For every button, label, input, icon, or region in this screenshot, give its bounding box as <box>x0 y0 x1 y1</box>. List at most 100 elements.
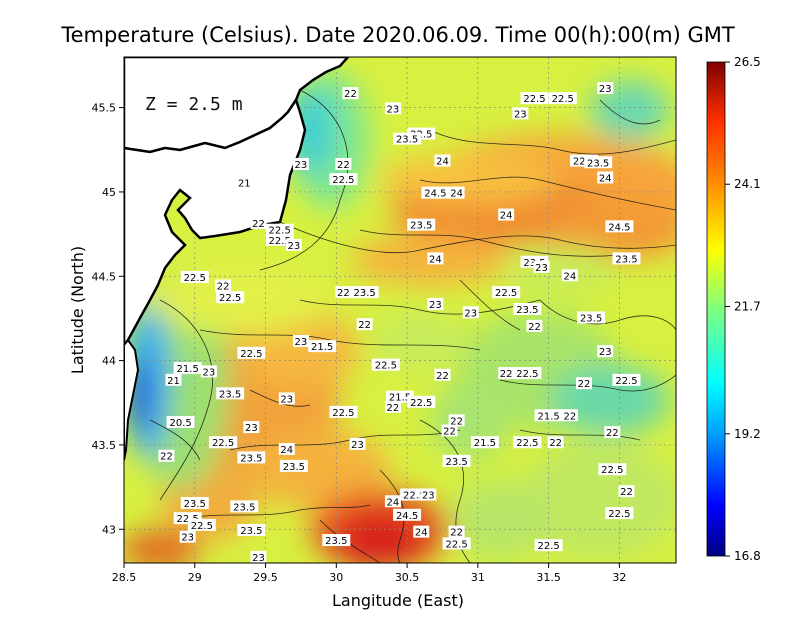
contour-label-box <box>526 319 543 332</box>
contour-label-text: 24.5 <box>424 189 446 200</box>
contour-label: 23 <box>533 260 550 274</box>
contour-label-box <box>180 496 209 509</box>
contour-label: 23.5 <box>237 523 266 537</box>
contour-label-box <box>442 537 471 550</box>
contour-label-box <box>605 220 634 233</box>
contour-label-text: 21.5 <box>537 411 559 422</box>
contour-label-text: 24.5 <box>396 511 418 522</box>
contour-label-box <box>547 436 564 449</box>
contour-label: 24 <box>427 252 444 265</box>
contour-label-text: 22 <box>450 528 463 539</box>
contour-label-text: 21 <box>167 376 180 387</box>
contour-label-text: 23.5 <box>325 536 347 547</box>
contour-label: 22.5 <box>180 270 209 284</box>
contour-label-box <box>292 157 309 170</box>
contour-label-box <box>209 436 238 449</box>
contour-label-text: 23.5 <box>410 221 432 232</box>
contour-label-text: 22.5 <box>523 94 545 105</box>
plot-frame <box>123 56 677 564</box>
contour-label-box <box>520 92 549 105</box>
contour-label-text: 21.5 <box>474 438 496 449</box>
contour-label-text: 22.5 <box>332 408 354 419</box>
contour-label-text: 23.5 <box>184 499 206 510</box>
contour-label-box <box>342 87 359 100</box>
contour-label-box <box>605 507 634 520</box>
contour-label: 22.5 <box>605 507 634 520</box>
contour-label-box <box>470 436 499 449</box>
y-tick-label: 43.5 <box>92 439 117 452</box>
contour-label-box <box>584 156 613 169</box>
contour-label: 22 <box>576 377 592 390</box>
contour-label-text: 24 <box>563 271 576 282</box>
land-coast <box>124 97 307 348</box>
contour-label-box <box>604 426 621 439</box>
x-tick-label: 31 <box>471 571 485 584</box>
contour-label-box <box>413 525 430 538</box>
y-axis-label: Latitude (North) <box>68 246 87 374</box>
contour-label-text: 22.5 <box>573 157 595 168</box>
contour-label: 22.5 <box>513 436 542 449</box>
contour-label-text: 24.5 <box>608 222 630 233</box>
contour-label-box <box>533 260 550 273</box>
contour-label-text: 23 <box>464 308 477 319</box>
contour-label: 23.5 <box>612 252 641 265</box>
contour-label-text: 22 <box>450 416 463 427</box>
contour-label: 23 <box>243 421 260 434</box>
contour-label-box <box>237 346 266 359</box>
contour-label-text: 22 <box>528 322 541 333</box>
contour-label-box <box>335 286 352 299</box>
contour-label-text: 22.5 <box>177 514 199 525</box>
contour-label-box <box>393 132 422 145</box>
contour-label-text: 21 <box>238 179 251 190</box>
contour-label-box <box>576 377 592 390</box>
contour-label-box <box>166 416 195 429</box>
contour-label-box <box>349 437 366 450</box>
contour-label-text: 23.5 <box>283 462 305 473</box>
contour-label-box <box>350 286 379 299</box>
contour-label: 23.5 <box>350 286 379 299</box>
contour-label-box <box>322 534 351 547</box>
contour-label-text: 22.5 <box>269 226 291 237</box>
contour-label-box <box>335 157 352 170</box>
contour-label-text: 20.5 <box>169 418 191 429</box>
contour-label-text: 22.5 <box>410 130 432 141</box>
contour-label-box <box>329 173 358 186</box>
contour-label: 24 <box>498 208 515 222</box>
contour-label-box <box>308 340 337 353</box>
contour-label-text: 22 <box>563 411 576 422</box>
contour-label: 23.5 <box>584 156 613 169</box>
contour-label: 23 <box>250 550 267 563</box>
contour-label: 21.5 <box>534 409 563 422</box>
contour-label-text: 22.5 <box>516 369 538 380</box>
contour-label-text: 24 <box>429 254 442 265</box>
contour-label: 24.5 <box>421 186 450 200</box>
y-tick-label: 44 <box>102 355 116 368</box>
contour-label-text: 23 <box>295 337 308 348</box>
contour-label: 22 <box>526 319 543 333</box>
contour-label: 24 <box>448 186 465 200</box>
contour-label-box <box>243 421 260 434</box>
contour-label: 21 <box>236 176 253 190</box>
contour-label: 22.5 <box>612 373 641 387</box>
contour-label: 21.5 <box>308 340 337 353</box>
y-tick-label: 45.5 <box>92 102 117 115</box>
contour-label-box <box>384 102 401 115</box>
contour-label: 23.5 <box>442 454 471 468</box>
contour-label-box <box>165 373 182 386</box>
contour-label: 23.5 <box>322 534 351 547</box>
contour-label: 23.5 <box>393 132 422 146</box>
contour-label-box <box>407 395 436 408</box>
contour-label-box <box>278 392 295 405</box>
contour-label-box <box>236 176 253 189</box>
contour-label: 24 <box>597 171 614 184</box>
contour-label: 23.5 <box>279 459 308 473</box>
contour-label-text: 23.5 <box>580 313 602 324</box>
contour-label-box <box>230 500 259 513</box>
contour-label-text: 23 <box>535 263 548 274</box>
contour-label-text: 22.5 <box>516 438 538 449</box>
contour-label-box <box>179 530 196 543</box>
contour-label-box <box>278 442 295 455</box>
contour-label: 22 <box>215 279 232 292</box>
contour-label-text: 23 <box>181 533 194 544</box>
